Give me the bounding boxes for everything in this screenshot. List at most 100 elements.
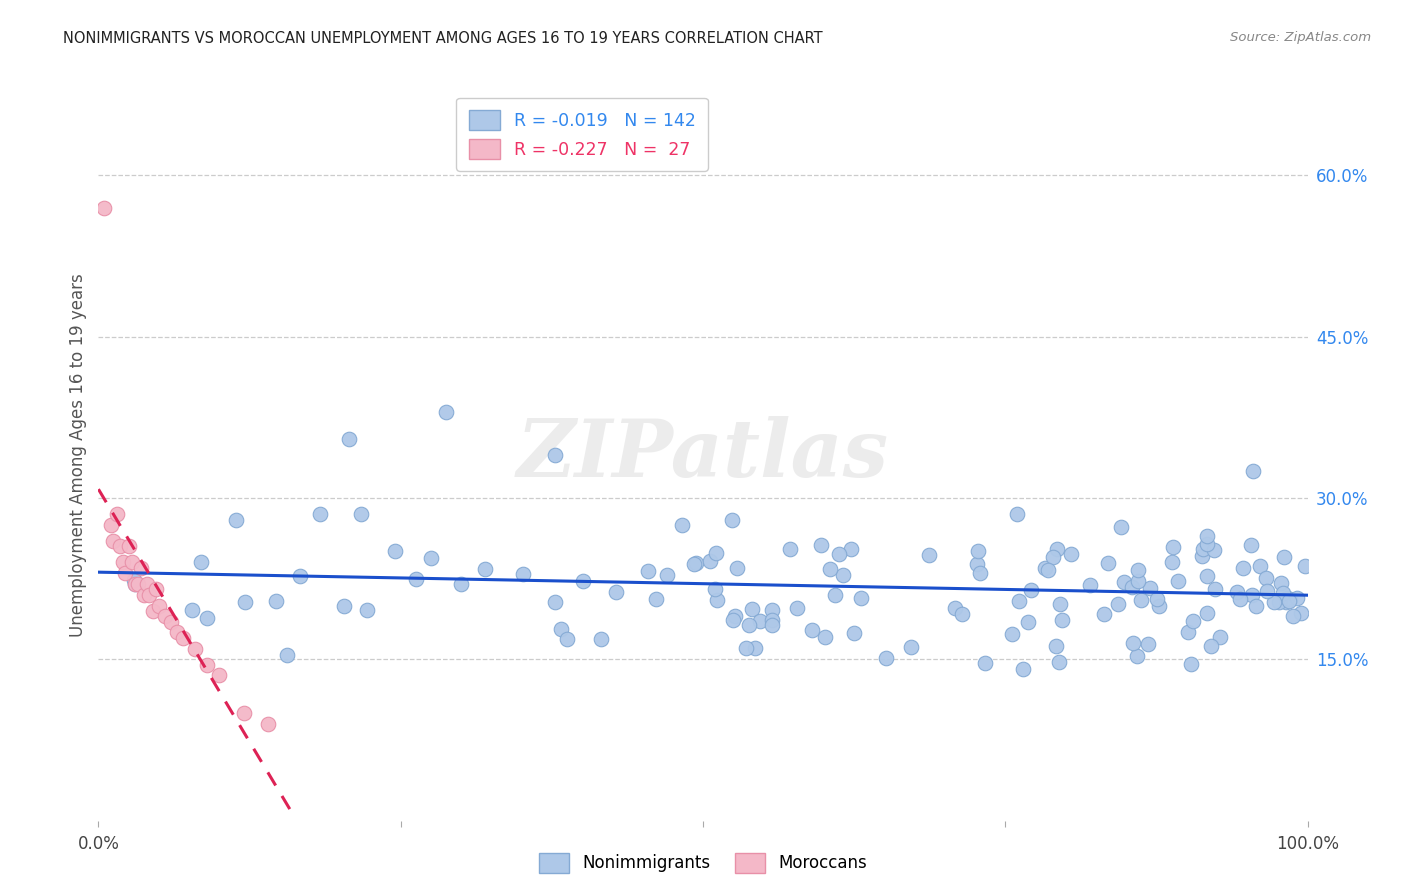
Point: [474, 562, 496, 576]
Point: [1109, 520, 1132, 534]
Point: [114, 566, 136, 581]
Point: [706, 545, 728, 559]
Point: [967, 543, 990, 558]
Point: [1107, 597, 1129, 611]
Point: [1137, 637, 1160, 651]
Point: [1045, 639, 1067, 653]
Point: [749, 614, 772, 628]
Point: [1229, 592, 1251, 607]
Point: [721, 613, 744, 627]
Point: [1195, 569, 1218, 583]
Point: [706, 593, 728, 607]
Point: [266, 594, 288, 608]
Point: [699, 554, 721, 568]
Point: [839, 541, 862, 556]
Point: [166, 625, 188, 640]
Point: [828, 548, 851, 562]
Point: [101, 533, 124, 548]
Point: [973, 657, 995, 671]
Point: [814, 630, 837, 644]
Point: [512, 567, 534, 582]
Point: [657, 567, 679, 582]
Point: [1195, 528, 1218, 542]
Point: [1167, 574, 1189, 589]
Point: [124, 577, 146, 591]
Point: [744, 640, 766, 655]
Point: [1033, 561, 1056, 575]
Point: [1146, 592, 1168, 607]
Point: [645, 592, 668, 607]
Point: [145, 582, 167, 597]
Point: [950, 607, 973, 621]
Point: [135, 577, 157, 591]
Point: [1182, 614, 1205, 628]
Point: [591, 632, 613, 646]
Point: [1285, 591, 1308, 605]
Point: [741, 602, 763, 616]
Point: [309, 507, 332, 521]
Point: [138, 588, 160, 602]
Point: [801, 624, 824, 638]
Point: [1149, 599, 1171, 614]
Point: [1007, 507, 1029, 521]
Point: [142, 604, 165, 618]
Y-axis label: Unemployment Among Ages 16 to 19 years: Unemployment Among Ages 16 to 19 years: [69, 273, 87, 637]
Point: [543, 448, 565, 462]
Point: [1263, 595, 1285, 609]
Point: [1272, 586, 1295, 600]
Point: [118, 539, 141, 553]
Point: [1038, 562, 1060, 576]
Point: [1008, 594, 1031, 608]
Point: [544, 595, 567, 609]
Point: [356, 603, 378, 617]
Point: [208, 668, 231, 682]
Point: [1097, 556, 1119, 570]
Point: [121, 556, 143, 570]
Point: [735, 641, 758, 656]
Point: [1126, 648, 1149, 663]
Point: [721, 512, 744, 526]
Point: [918, 548, 941, 562]
Point: [1060, 547, 1083, 561]
Point: [153, 609, 176, 624]
Point: [1240, 538, 1263, 552]
Point: [1197, 606, 1219, 620]
Point: [1092, 607, 1115, 621]
Point: [111, 556, 134, 570]
Point: [818, 562, 841, 576]
Point: [737, 617, 759, 632]
Point: [605, 585, 627, 599]
Point: [1267, 595, 1289, 609]
Point: [683, 558, 706, 572]
Point: [810, 538, 832, 552]
Point: [127, 577, 149, 591]
Text: ZIPatlas: ZIPatlas: [517, 417, 889, 493]
Point: [1078, 578, 1101, 592]
Point: [134, 588, 156, 602]
Point: [1046, 542, 1069, 557]
Point: [93, 201, 115, 215]
Point: [671, 517, 693, 532]
Point: [1001, 627, 1024, 641]
Point: [350, 507, 373, 521]
Point: [333, 599, 356, 614]
Point: [969, 566, 991, 581]
Point: [779, 541, 801, 556]
Point: [419, 551, 441, 566]
Text: Source: ZipAtlas.com: Source: ZipAtlas.com: [1230, 31, 1371, 45]
Point: [1197, 537, 1219, 551]
Point: [1161, 555, 1184, 569]
Point: [190, 555, 212, 569]
Point: [1012, 662, 1035, 676]
Point: [184, 641, 207, 656]
Point: [1226, 585, 1249, 599]
Point: [405, 573, 427, 587]
Point: [1191, 549, 1213, 564]
Point: [761, 618, 783, 632]
Point: [844, 625, 866, 640]
Point: [1019, 583, 1042, 598]
Point: [1281, 608, 1303, 623]
Point: [786, 601, 808, 615]
Point: [761, 614, 783, 628]
Point: [129, 561, 152, 575]
